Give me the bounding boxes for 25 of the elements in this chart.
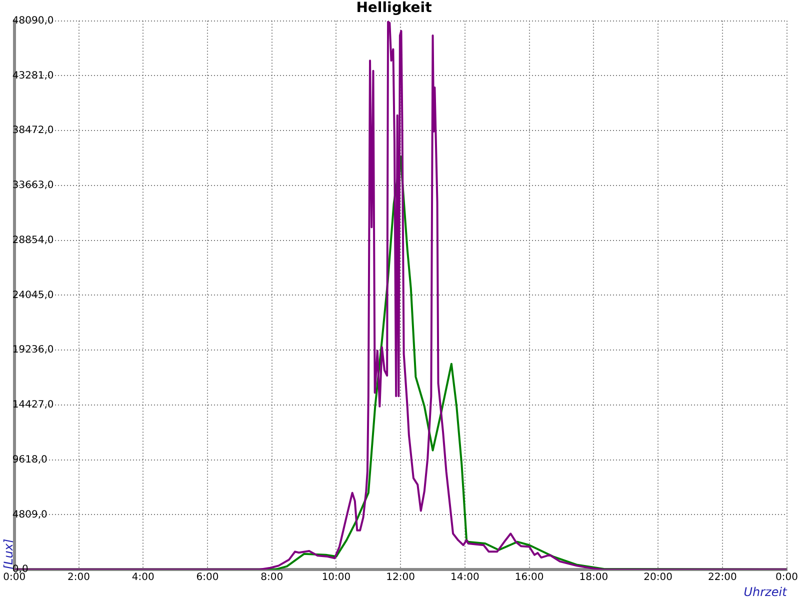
y-tick-label: 9618,0	[12, 454, 48, 466]
x-tick-label: 0:00	[776, 572, 798, 584]
y-tick-label: 24045,0	[12, 290, 54, 301]
x-tick-label: 14:00	[450, 572, 480, 584]
x-tick-label: 18:00	[579, 572, 608, 584]
y-tick-label: 28854,0	[12, 234, 54, 246]
x-tick-label: 12:00	[386, 572, 415, 584]
x-tick-label: 6:00	[196, 572, 219, 584]
y-tick-label: 43281,0	[12, 70, 54, 82]
x-tick-label: 10:00	[322, 572, 351, 584]
y-tick-label: 38472,0	[12, 125, 54, 136]
x-tick-label: 2:00	[68, 572, 90, 584]
y-tick-label: 33663,0	[12, 180, 54, 192]
y-tick-label: 4809,0	[12, 509, 48, 520]
x-tick-label: 20:00	[644, 572, 672, 584]
x-axis-title: Uhrzeit	[744, 584, 788, 599]
x-tick-label: 4:00	[132, 572, 154, 584]
x-tick-label: 22:00	[708, 572, 737, 584]
y-tick-label: 19236,0	[12, 344, 54, 356]
x-tick-label: 0:00	[3, 572, 26, 584]
y-tick-label: 14427,0	[12, 400, 54, 411]
x-tick-label: 8:00	[260, 572, 284, 584]
x-tick-label: 16:00	[514, 572, 544, 584]
chart-title: Helligkeit	[356, 0, 432, 16]
y-tick-label: 48090,0	[12, 15, 54, 26]
